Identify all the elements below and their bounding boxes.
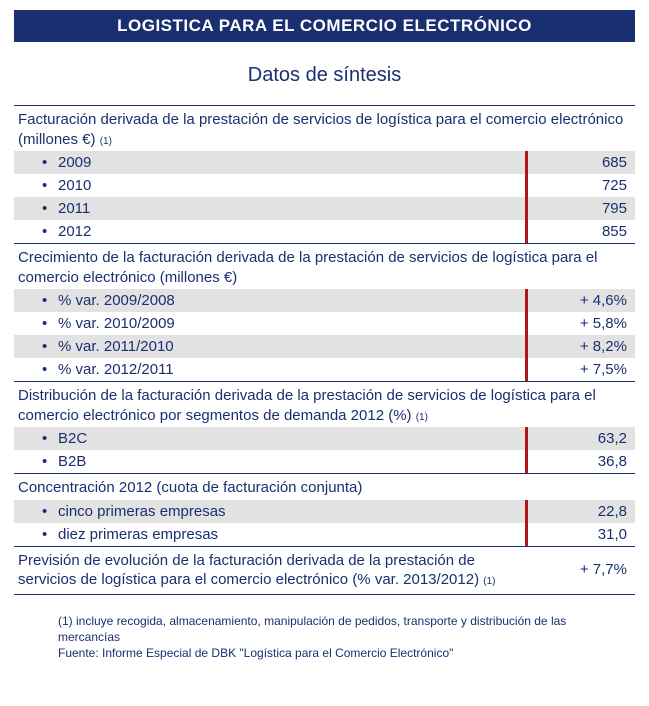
section-heading: Distribución de la facturación derivada …	[14, 381, 635, 427]
section-heading-text: Distribución de la facturación derivada …	[18, 387, 596, 424]
row-label: 2011	[14, 197, 525, 220]
row-label: 2010	[14, 174, 525, 197]
footnote-line-2: Fuente: Informe Especial de DBK "Logísti…	[58, 645, 625, 661]
row-label: diez primeras empresas	[14, 523, 525, 546]
row-value: 63,2	[525, 427, 635, 450]
row-value: + 8,2%	[525, 335, 635, 358]
table-row: 2011795	[14, 197, 635, 220]
table-row: B2B36,8	[14, 450, 635, 473]
table-row: cinco primeras empresas22,8	[14, 500, 635, 523]
row-label: cinco primeras empresas	[14, 500, 525, 523]
footnote-line-1: (1) incluye recogida, almacenamiento, ma…	[58, 613, 625, 645]
row-value: 795	[525, 197, 635, 220]
section-note-ref: (1)	[416, 412, 428, 423]
table-row: B2C63,2	[14, 427, 635, 450]
row-value: 22,8	[525, 500, 635, 523]
row-label: % var. 2009/2008	[14, 289, 525, 312]
row-value: 36,8	[525, 450, 635, 473]
section-note-ref: (1)	[100, 136, 112, 147]
row-value: 685	[525, 151, 635, 174]
row-label: B2B	[14, 450, 525, 473]
row-label: 2009	[14, 151, 525, 174]
table-row: 2010725	[14, 174, 635, 197]
forecast-note-ref: (1)	[483, 576, 495, 587]
forecast-heading: Previsión de evolución de la facturación…	[14, 547, 525, 594]
table-row: diez primeras empresas31,0	[14, 523, 635, 546]
row-value: 725	[525, 174, 635, 197]
sections-container: Facturación derivada de la prestación de…	[14, 105, 635, 546]
table-row: % var. 2012/2011+ 7,5%	[14, 358, 635, 381]
table-row: 2012855	[14, 220, 635, 243]
header-bar: LOGISTICA PARA EL COMERCIO ELECTRÓNICO	[14, 10, 635, 42]
row-label: % var. 2010/2009	[14, 312, 525, 335]
row-value: + 4,6%	[525, 289, 635, 312]
section-heading-text: Concentración 2012 (cuota de facturación…	[18, 479, 362, 496]
row-value: + 5,8%	[525, 312, 635, 335]
section-heading: Concentración 2012 (cuota de facturación…	[14, 473, 635, 500]
table-row: % var. 2009/2008+ 4,6%	[14, 289, 635, 312]
row-label: % var. 2011/2010	[14, 335, 525, 358]
row-label: B2C	[14, 427, 525, 450]
section-heading: Facturación derivada de la prestación de…	[14, 105, 635, 151]
section-heading-text: Crecimiento de la facturación derivada d…	[18, 249, 597, 286]
header-title: LOGISTICA PARA EL COMERCIO ELECTRÓNICO	[117, 16, 532, 35]
row-label: % var. 2012/2011	[14, 358, 525, 381]
table-row: % var. 2011/2010+ 8,2%	[14, 335, 635, 358]
section-heading: Crecimiento de la facturación derivada d…	[14, 243, 635, 289]
table-row: 2009685	[14, 151, 635, 174]
forecast-value: + 7,7%	[525, 547, 635, 594]
subtitle: Datos de síntesis	[14, 42, 635, 105]
forecast-heading-text: Previsión de evolución de la facturación…	[18, 552, 479, 589]
row-value: 31,0	[525, 523, 635, 546]
forecast-row: Previsión de evolución de la facturación…	[14, 546, 635, 595]
row-label: 2012	[14, 220, 525, 243]
row-value: 855	[525, 220, 635, 243]
table-row: % var. 2010/2009+ 5,8%	[14, 312, 635, 335]
footnotes: (1) incluye recogida, almacenamiento, ma…	[14, 595, 635, 672]
row-value: + 7,5%	[525, 358, 635, 381]
